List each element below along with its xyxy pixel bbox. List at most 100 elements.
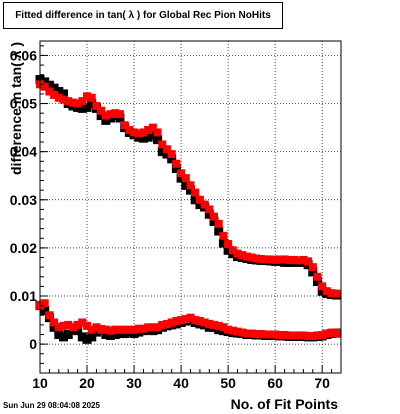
data-point-upper xyxy=(134,129,143,138)
data-point-upper xyxy=(77,103,87,113)
data-point-lower xyxy=(87,325,96,334)
data-point-upper xyxy=(285,255,294,264)
data-point-upper xyxy=(148,130,158,140)
data-point-lower xyxy=(77,332,87,342)
y-tick-label: 0.02 xyxy=(10,240,37,256)
data-point-lower xyxy=(59,321,68,330)
data-point-lower xyxy=(205,319,214,328)
data-point-upper xyxy=(115,110,124,119)
chart-title-text: Fitted difference in tan( λ ) for Global… xyxy=(15,10,271,21)
data-point-lower xyxy=(285,331,294,340)
data-point-upper xyxy=(143,132,153,142)
data-point-lower xyxy=(134,324,143,333)
data-point-lower xyxy=(167,318,176,327)
data-point-upper xyxy=(148,123,157,132)
data-point-lower xyxy=(148,323,157,332)
data-point-lower xyxy=(238,328,247,337)
chart-title: Fitted difference in tan( λ ) for Global… xyxy=(3,2,283,29)
data-point-upper xyxy=(204,209,214,219)
data-point-lower xyxy=(45,311,54,320)
data-point-upper xyxy=(257,254,266,263)
data-point-upper xyxy=(252,254,261,263)
data-point-lower xyxy=(115,325,124,334)
data-point-upper xyxy=(45,87,54,96)
data-point-upper xyxy=(83,92,92,101)
data-point-upper xyxy=(308,267,318,277)
data-point-lower xyxy=(257,330,266,339)
data-point-upper xyxy=(190,195,200,205)
data-point-lower xyxy=(73,320,82,329)
data-point-lower xyxy=(186,313,195,322)
data-point-lower xyxy=(224,325,233,334)
data-point-upper xyxy=(289,255,298,264)
data-point-upper xyxy=(101,111,110,120)
data-point-upper xyxy=(138,133,148,143)
data-point-lower xyxy=(83,321,92,330)
data-point-lower xyxy=(125,325,134,334)
data-point-lower xyxy=(139,324,148,333)
data-point-lower xyxy=(242,329,251,338)
data-point-upper xyxy=(73,99,82,108)
x-tick-label: 20 xyxy=(79,375,95,391)
data-point-lower xyxy=(327,328,336,337)
y-tick-label: 0.05 xyxy=(10,96,37,112)
data-point-upper xyxy=(111,109,120,118)
data-point-upper xyxy=(97,106,106,115)
y-tick-label: 0.06 xyxy=(10,47,37,63)
data-point-upper xyxy=(209,216,219,226)
data-point-upper xyxy=(317,286,327,296)
data-point-lower xyxy=(106,326,115,335)
data-point-upper xyxy=(68,98,77,107)
data-point-upper xyxy=(101,115,111,125)
data-point-lower xyxy=(214,321,223,330)
y-tick-label: 0.04 xyxy=(10,144,37,160)
data-point-upper xyxy=(49,83,59,93)
data-point-upper xyxy=(50,90,59,99)
data-point-upper xyxy=(271,255,280,264)
data-point-upper xyxy=(82,102,92,112)
data-point-lower xyxy=(266,330,275,339)
data-point-upper xyxy=(200,200,209,209)
data-point-upper xyxy=(106,110,115,119)
data-point-lower xyxy=(153,323,162,332)
data-point-upper xyxy=(214,226,224,236)
data-point-upper xyxy=(153,128,162,137)
data-point-upper xyxy=(96,111,106,121)
data-point-upper xyxy=(177,169,186,178)
data-point-lower xyxy=(322,329,331,338)
data-point-upper xyxy=(87,99,97,109)
data-point-upper xyxy=(40,77,50,87)
data-point-upper xyxy=(158,140,167,149)
x-tick-label: 40 xyxy=(173,375,189,391)
data-point-upper xyxy=(162,145,171,154)
data-point-upper xyxy=(195,200,205,210)
data-point-upper xyxy=(157,147,167,157)
data-point-upper xyxy=(59,89,69,99)
data-point-lower xyxy=(130,325,139,334)
data-point-upper xyxy=(219,231,228,240)
data-point-upper xyxy=(44,80,54,90)
series-black xyxy=(35,74,341,344)
y-axis-label: difference in tan( λ ) xyxy=(8,41,24,175)
data-point-upper xyxy=(266,255,275,264)
data-point-lower xyxy=(120,325,129,334)
x-tick-label: 50 xyxy=(220,375,236,391)
data-point-lower xyxy=(252,330,261,339)
data-point-lower xyxy=(280,330,289,339)
data-point-lower xyxy=(261,330,270,339)
data-point-lower xyxy=(195,317,204,326)
data-point-upper xyxy=(233,249,242,258)
data-point-lower xyxy=(54,330,64,340)
data-point-upper xyxy=(332,289,341,298)
data-point-upper xyxy=(299,255,308,264)
data-point-upper xyxy=(172,159,181,168)
data-point-upper xyxy=(139,128,148,137)
data-point-lower xyxy=(78,318,87,327)
data-point-lower xyxy=(228,326,237,335)
data-point-upper xyxy=(247,253,256,262)
data-point-upper xyxy=(308,263,317,272)
data-point-lower xyxy=(54,323,63,332)
data-point-upper xyxy=(64,97,73,106)
data-point-upper xyxy=(261,255,270,264)
